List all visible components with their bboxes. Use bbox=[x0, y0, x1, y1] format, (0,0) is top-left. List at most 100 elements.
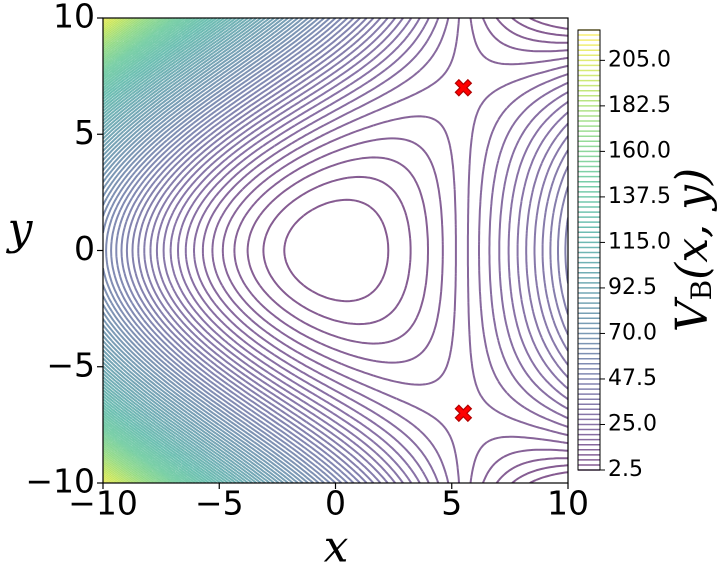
contour-line bbox=[211, 18, 568, 483]
contour-line bbox=[103, 18, 299, 483]
contour-line bbox=[103, 18, 304, 483]
contour-line bbox=[103, 18, 249, 483]
colorbar-tick-label: 205.0 bbox=[608, 47, 671, 72]
colorbar-label-main: V bbox=[667, 296, 718, 332]
contour-line bbox=[110, 18, 343, 483]
contour-line bbox=[103, 18, 148, 483]
contour-line bbox=[103, 18, 331, 483]
contour-line bbox=[103, 18, 266, 483]
colorbar-label: VB(x, y) bbox=[667, 168, 718, 332]
contour-line bbox=[103, 18, 128, 483]
contour-line bbox=[221, 18, 568, 483]
contour-line bbox=[103, 18, 229, 483]
contour-line bbox=[103, 18, 166, 483]
contour-line bbox=[162, 18, 568, 483]
x-tick-label: 10 bbox=[547, 484, 589, 523]
contour-line bbox=[103, 18, 173, 483]
contour-line bbox=[103, 18, 189, 483]
contour-line bbox=[103, 18, 186, 483]
colorbar-tick-label: 2.5 bbox=[608, 457, 643, 482]
contour-line bbox=[103, 18, 203, 483]
colorbar-label-sub: B bbox=[685, 280, 718, 301]
contour-line bbox=[103, 18, 280, 483]
y-tick-label: 5 bbox=[74, 113, 95, 152]
contour-line bbox=[246, 18, 568, 483]
contour-line bbox=[103, 18, 136, 483]
saddle-marker bbox=[454, 78, 473, 97]
colorbar-tick-label: 25.0 bbox=[608, 411, 657, 436]
contour-line bbox=[103, 18, 210, 483]
contour-line bbox=[155, 18, 568, 483]
contour-line bbox=[233, 18, 568, 483]
contour-line bbox=[103, 18, 218, 483]
colorbar-tick-label: 115.0 bbox=[608, 229, 671, 254]
contour-line bbox=[103, 18, 154, 483]
contour-line bbox=[201, 18, 568, 483]
contour-line bbox=[103, 18, 134, 483]
contour-line bbox=[103, 18, 285, 483]
contour-line bbox=[103, 18, 157, 483]
contour-line bbox=[125, 18, 361, 483]
contour-line bbox=[103, 18, 241, 483]
y-tick-label: −10 bbox=[25, 462, 95, 501]
contour-line bbox=[103, 18, 245, 483]
contour-line bbox=[103, 18, 151, 483]
contour-line bbox=[103, 18, 131, 483]
contour-line bbox=[103, 18, 170, 483]
contour-line bbox=[169, 18, 568, 483]
y-tick-label: 10 bbox=[53, 0, 95, 36]
contour-line bbox=[103, 18, 176, 483]
contour-line bbox=[103, 18, 258, 483]
contour-line bbox=[103, 18, 233, 483]
contour-line bbox=[131, 18, 568, 483]
x-tick-label: −5 bbox=[195, 484, 244, 523]
contour-line bbox=[149, 18, 568, 483]
contour-line bbox=[103, 18, 271, 483]
contour-line bbox=[103, 18, 309, 483]
colorbar-tick-label: 182.5 bbox=[608, 93, 671, 118]
colorbar-tick-label: 92.5 bbox=[608, 275, 657, 300]
contour-line bbox=[103, 18, 193, 483]
contour-line bbox=[103, 18, 214, 483]
colorbar-label-rest: (x, y) bbox=[667, 168, 718, 280]
contour-line bbox=[193, 18, 568, 483]
colorbar-tick-label: 47.5 bbox=[608, 366, 657, 391]
contour-line bbox=[103, 18, 200, 483]
contour-line bbox=[103, 18, 314, 483]
contour-line bbox=[137, 18, 568, 483]
x-tick-label: 5 bbox=[441, 484, 462, 523]
contour-line bbox=[103, 18, 275, 483]
contour-line bbox=[103, 18, 225, 483]
contour-line bbox=[177, 18, 568, 483]
contour-line bbox=[103, 18, 294, 483]
contour-line bbox=[103, 18, 253, 483]
contour-group bbox=[103, 18, 568, 483]
contour-line bbox=[103, 18, 179, 483]
contour-line bbox=[103, 18, 196, 483]
contour-line bbox=[115, 18, 349, 483]
y-tick-label: 0 bbox=[74, 229, 95, 268]
contour-line bbox=[103, 18, 163, 483]
contour-line bbox=[103, 18, 142, 483]
colorbar-tick-label: 70.0 bbox=[608, 320, 657, 345]
contour-line bbox=[103, 18, 183, 483]
contour-line bbox=[103, 18, 237, 483]
contour-line bbox=[262, 18, 568, 483]
contour-line bbox=[103, 18, 139, 483]
contour-line bbox=[103, 18, 325, 483]
y-axis-label: y bbox=[6, 204, 34, 255]
x-tick-label: 0 bbox=[325, 484, 346, 523]
saddle-marker bbox=[454, 404, 473, 423]
colorbar-tick-label: 160.0 bbox=[608, 138, 671, 163]
contour-line bbox=[120, 18, 355, 483]
contour-line bbox=[103, 18, 160, 483]
contour-line bbox=[103, 18, 145, 483]
contour-line bbox=[103, 18, 289, 483]
contour-line bbox=[143, 18, 568, 483]
y-tick-label: −5 bbox=[46, 345, 95, 384]
x-tick-label: −10 bbox=[68, 484, 138, 523]
contour-line bbox=[103, 18, 320, 483]
contour-line bbox=[103, 18, 222, 483]
colorbar-frame bbox=[577, 29, 601, 471]
contour-line bbox=[105, 18, 337, 483]
